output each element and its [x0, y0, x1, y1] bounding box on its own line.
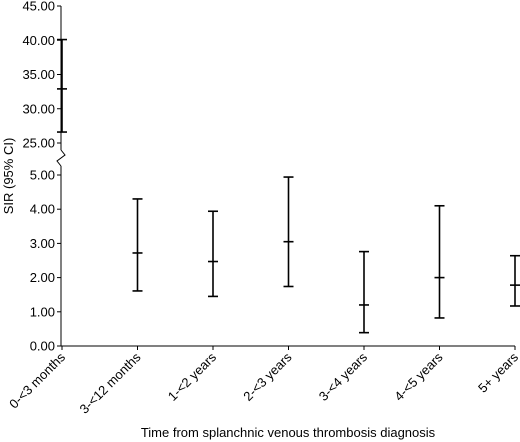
y-tick-label-upper-1: 30.00 — [22, 101, 55, 116]
y-tick-label-lower-4: 4.00 — [30, 202, 55, 217]
x-ticks: 0-<3 months 3-<12 months 1-<2 years 2-<3 ye… — [6, 346, 520, 417]
x-axis-title: Time from splanchnic venous thrombosis d… — [141, 425, 436, 440]
y-ticks: 0.00 1.00 2.00 3.00 4.00 5.00 25.00 30.00 35.00 4… — [22, 0, 61, 354]
x-tick-label-1: 3-<12 months — [77, 349, 144, 416]
y-tick-label-lower-2: 2.00 — [30, 270, 55, 285]
axis-break-marker — [56, 149, 66, 167]
y-tick-label-upper-4: 45.00 — [22, 0, 55, 14]
error-bar-6 — [510, 254, 520, 307]
error-bar-3 — [283, 176, 294, 288]
y-tick-label-upper-2: 35.00 — [22, 67, 55, 82]
y-tick-label-lower-3: 3.00 — [30, 236, 55, 251]
x-tick-label-0: 0-<3 months — [6, 349, 68, 411]
y-tick-label-lower-0: 0.00 — [30, 339, 55, 354]
error-bar-2 — [208, 210, 218, 298]
axes — [56, 6, 515, 347]
error-bars — [57, 38, 520, 334]
error-bar-0 — [57, 38, 67, 133]
error-bar-5 — [434, 204, 445, 319]
x-tick-label-2: 1-<2 years — [165, 349, 220, 404]
y-tick-label-lower-1: 1.00 — [30, 304, 55, 319]
y-tick-label-upper-3: 40.00 — [22, 33, 55, 48]
y-tick-label-lower-5: 5.00 — [30, 168, 55, 183]
x-tick-label-5: 4-<5 years — [391, 349, 446, 404]
y-axis-title: SIR (95% CI) — [1, 138, 16, 215]
x-tick-label-3: 2-<3 years — [240, 349, 295, 404]
y-tick-label-upper-0: 25.00 — [22, 136, 55, 151]
x-tick-label-6: 5+ years — [475, 349, 520, 395]
x-tick-label-4: 3-<4 years — [316, 349, 371, 404]
error-bar-4 — [359, 250, 369, 334]
error-bar-1 — [132, 198, 143, 292]
